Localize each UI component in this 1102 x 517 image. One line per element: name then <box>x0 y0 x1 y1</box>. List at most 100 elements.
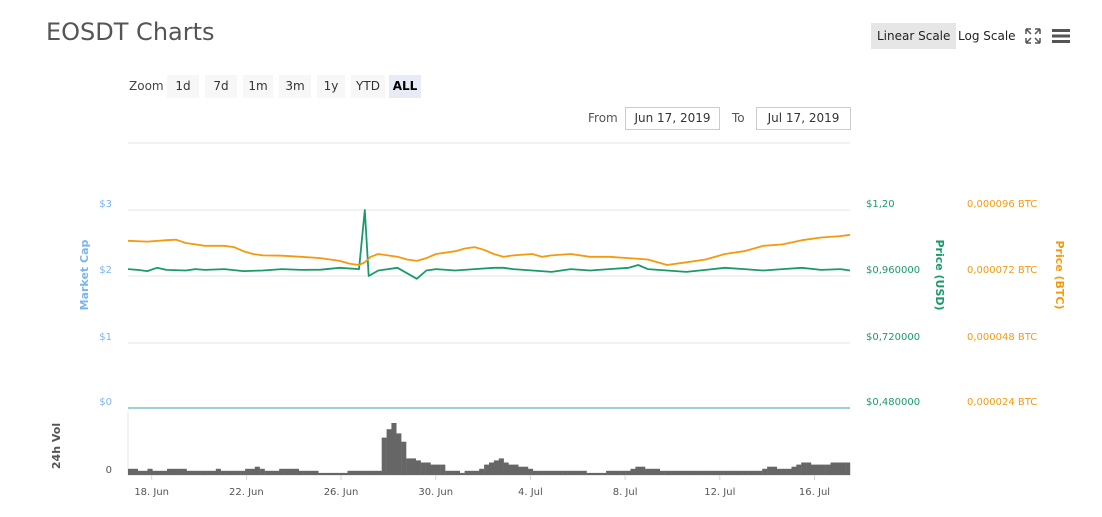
volume-bar <box>381 437 387 475</box>
to-date-input[interactable]: Jul 17, 2019 <box>756 107 851 130</box>
zoom-button-1m[interactable]: 1m <box>243 75 273 98</box>
volume-bar <box>406 458 412 475</box>
volume-bar <box>801 462 807 475</box>
volume-bar <box>518 466 524 475</box>
volume-bar <box>762 468 768 475</box>
volume-bar <box>371 470 377 475</box>
volume-bar <box>747 470 753 475</box>
volume-bar <box>767 466 773 475</box>
volume-bar <box>210 470 216 475</box>
price-usd-tick: $0,480000 <box>866 397 920 408</box>
volume-bar <box>157 470 163 475</box>
volume-bar <box>713 470 719 475</box>
volume-bar <box>308 470 314 475</box>
volume-bar <box>420 462 426 475</box>
volume-bar <box>571 470 577 475</box>
volume-bar <box>581 470 587 475</box>
volume-bar <box>401 441 407 475</box>
volume-bar <box>786 468 792 475</box>
volume-tick: 0 <box>106 465 112 476</box>
zoom-button-all[interactable]: ALL <box>389 75 421 98</box>
volume-bar <box>640 466 646 475</box>
zoom-button-1y[interactable]: 1y <box>317 75 345 98</box>
volume-bar <box>171 468 177 475</box>
fullscreen-icon[interactable] <box>1024 27 1042 45</box>
volume-bar <box>635 466 641 475</box>
volume-bar <box>196 470 202 475</box>
volume-bar <box>293 468 299 475</box>
volume-bar <box>279 468 285 475</box>
hamburger-menu-icon[interactable] <box>1052 28 1070 44</box>
volume-bar <box>596 472 602 475</box>
volume-bar <box>728 470 734 475</box>
volume-bar <box>679 470 685 475</box>
market-cap-axis-label: Market Cap <box>78 240 91 311</box>
market-cap-tick: $3 <box>99 199 112 210</box>
volume-bar <box>464 470 470 475</box>
price-usd-tick: $1,20 <box>866 199 895 210</box>
zoom-button-1d[interactable]: 1d <box>167 75 199 98</box>
price-usd-tick: $0,720000 <box>866 332 920 343</box>
volume-bar <box>435 464 441 475</box>
x-tick-label: 22. Jun <box>229 487 264 498</box>
volume-bar <box>557 470 563 475</box>
volume-bar <box>430 464 436 475</box>
volume-bar <box>693 470 699 475</box>
volume-bar <box>274 470 280 475</box>
volume-bar <box>625 470 631 475</box>
volume-bar <box>328 472 334 475</box>
volume-bar <box>654 468 660 475</box>
x-tick-label: 8. Jul <box>613 487 638 498</box>
volume-bar <box>289 468 295 475</box>
volume-bar <box>220 470 226 475</box>
volume-bar <box>576 470 582 475</box>
to-label: To <box>732 111 745 125</box>
volume-bar <box>493 460 499 475</box>
volume-bar <box>250 468 256 475</box>
x-tick-label: 26. Jun <box>324 487 359 498</box>
volume-bar <box>235 470 241 475</box>
price-btc-tick: 0,000048 BTC <box>967 332 1037 343</box>
price-btc-tick: 0,000072 BTC <box>967 265 1037 276</box>
volume-bar <box>484 464 490 475</box>
volume-bar <box>347 470 353 475</box>
volume-bar <box>523 466 529 475</box>
zoom-button-3m[interactable]: 3m <box>279 75 311 98</box>
volume-bar <box>630 468 636 475</box>
volume-bar <box>128 468 134 475</box>
volume-bar <box>757 470 763 475</box>
volume-bar <box>567 470 573 475</box>
volume-bar <box>284 468 290 475</box>
market-cap-tick: $2 <box>99 265 112 276</box>
x-tick-label: 16. Jul <box>799 487 830 498</box>
from-date-input[interactable]: Jun 17, 2019 <box>625 107 720 130</box>
volume-bar <box>664 470 670 475</box>
volume-bar <box>669 470 675 475</box>
volume-bar <box>313 470 319 475</box>
linear-scale-button[interactable]: Linear Scale <box>871 23 957 49</box>
volume-bar <box>620 470 626 475</box>
volume-bar <box>552 470 558 475</box>
volume-bar <box>318 472 324 475</box>
volume-bar <box>445 470 451 475</box>
zoom-button-ytd[interactable]: YTD <box>351 75 385 98</box>
volume-bar <box>611 470 617 475</box>
volume-bar <box>498 458 504 475</box>
log-scale-button[interactable]: Log Scale <box>958 29 1016 43</box>
zoom-button-7d[interactable]: 7d <box>205 75 237 98</box>
x-tick-label: 18. Jun <box>134 487 169 498</box>
price-btc-tick: 0,000096 BTC <box>967 199 1037 210</box>
series-line-price_btc <box>127 233 851 266</box>
market-cap-tick: $0 <box>99 397 112 408</box>
volume-bar <box>606 470 612 475</box>
volume-bar <box>132 468 138 475</box>
price-btc-axis-label: Price (BTC) <box>1053 240 1066 309</box>
volume-bar <box>230 470 236 475</box>
from-label: From <box>588 111 618 125</box>
volume-bar <box>474 470 480 475</box>
volume-bar <box>264 470 270 475</box>
volume-bar <box>415 460 421 475</box>
volume-bar <box>503 462 509 475</box>
volume-bar <box>362 470 368 475</box>
volume-bar <box>469 470 475 475</box>
